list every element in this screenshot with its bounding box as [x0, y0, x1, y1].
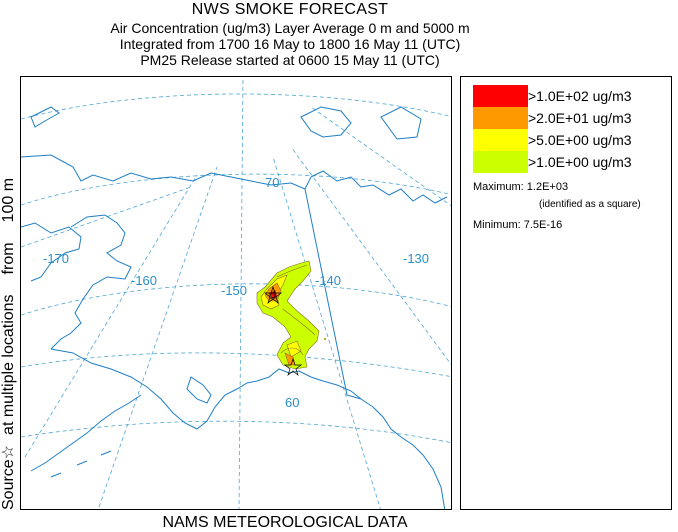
plume-speck	[323, 337, 327, 341]
maximum-square-icon	[269, 292, 276, 299]
coast-west-alaska	[50, 214, 132, 350]
meridian-120	[310, 106, 451, 207]
side-label-source: Source	[0, 459, 17, 510]
coast-peninsula	[30, 394, 142, 472]
coast-banks-island	[300, 106, 352, 138]
side-label-height: 100 m	[0, 177, 17, 223]
parallel-55	[21, 420, 451, 444]
legend-label: >1.0E+02 ug/m3	[528, 88, 632, 104]
maximum-note: (identified as a square)	[539, 199, 641, 210]
parallel-65	[21, 283, 451, 316]
page-title: NWS SMOKE FORECAST	[191, 1, 389, 18]
map-canvas: -170 -160 -150 -140 -130 70 60	[21, 77, 451, 509]
coast-south-alaska	[50, 348, 362, 430]
source-side-label: Source☆ at multiple locations from 100 m	[0, 70, 18, 510]
longitude-labels: -170 -160 -150 -140 -130 70 60	[43, 175, 429, 410]
coast-kodiak	[186, 376, 212, 404]
meridian-140	[272, 156, 381, 509]
meridian-130	[290, 146, 451, 365]
legend-label: >1.0E+00 ug/m3	[528, 154, 632, 170]
parallel-80	[21, 93, 451, 120]
data-source-footer: NAMS METEOROLOGICAL DATA	[162, 514, 408, 531]
minimum-value: Minimum: 7.5E-16	[473, 219, 563, 231]
plume-contours	[276, 264, 316, 356]
longitude-label: -160	[131, 273, 157, 288]
coast-chukotka	[21, 222, 82, 282]
legend-entry: >2.0E+01 ug/m3	[473, 107, 669, 129]
longitude-label: -130	[403, 251, 429, 266]
meridian-170	[24, 174, 198, 458]
legend-swatch	[473, 107, 528, 129]
legend: >1.0E+02 ug/m3 >2.0E+01 ug/m3 >5.0E+00 u…	[460, 76, 672, 510]
parallel-60	[21, 352, 451, 378]
title-block: NWS SMOKE FORECAST Air Concentration (ug…	[20, 0, 560, 68]
meridian-150	[238, 77, 244, 509]
legend-label: >2.0E+01 ug/m3	[528, 110, 632, 126]
source-star-icon	[264, 285, 282, 305]
meridian-160	[98, 166, 218, 508]
parallel-70	[21, 173, 451, 206]
meridian-180	[21, 186, 192, 248]
coast-aleutians	[50, 450, 112, 478]
legend-swatch	[473, 85, 528, 107]
plume-level2-south	[286, 340, 302, 358]
legend-swatch	[473, 129, 528, 151]
side-label-from: from	[0, 242, 17, 275]
latitude-label: 70	[265, 175, 279, 190]
map-frame[interactable]: -170 -160 -150 -140 -130 70 60	[20, 76, 452, 510]
coast-wrangel	[30, 106, 60, 128]
source-star-icon: ☆	[0, 444, 17, 460]
longitude-label: -170	[43, 251, 69, 266]
legend-label: >5.0E+00 ug/m3	[528, 132, 632, 148]
us-canada-border	[304, 188, 362, 400]
longitude-label: -150	[221, 283, 247, 298]
longitude-label: -140	[315, 273, 341, 288]
legend-entry: >1.0E+00 ug/m3	[473, 151, 669, 173]
coast-north-slope	[21, 154, 306, 190]
legend-entry: >5.0E+00 ug/m3	[473, 129, 669, 151]
legend-swatch	[473, 151, 528, 173]
coast-arctic-island	[380, 106, 422, 140]
legend-entry: >1.0E+02 ug/m3	[473, 85, 669, 107]
subtitle-concentration: Air Concentration (ug/m3) Layer Average …	[110, 20, 470, 36]
coast-panhandle	[360, 398, 446, 509]
graticule	[21, 77, 451, 509]
coast-canada-arctic	[304, 170, 448, 204]
smoke-plume	[256, 260, 327, 377]
subtitle-release-start: PM25 Release started at 0600 15 May 11 (…	[140, 52, 440, 68]
coastline	[21, 106, 448, 509]
maximum-value: Maximum: 1.2E+03	[473, 181, 569, 193]
plume-level1	[256, 260, 320, 370]
subtitle-integration-period: Integrated from 1700 16 May to 1800 16 M…	[119, 36, 461, 52]
latitude-label: 60	[285, 395, 299, 410]
side-label-locations: at multiple locations	[0, 294, 17, 435]
source-star-icon	[284, 357, 302, 377]
